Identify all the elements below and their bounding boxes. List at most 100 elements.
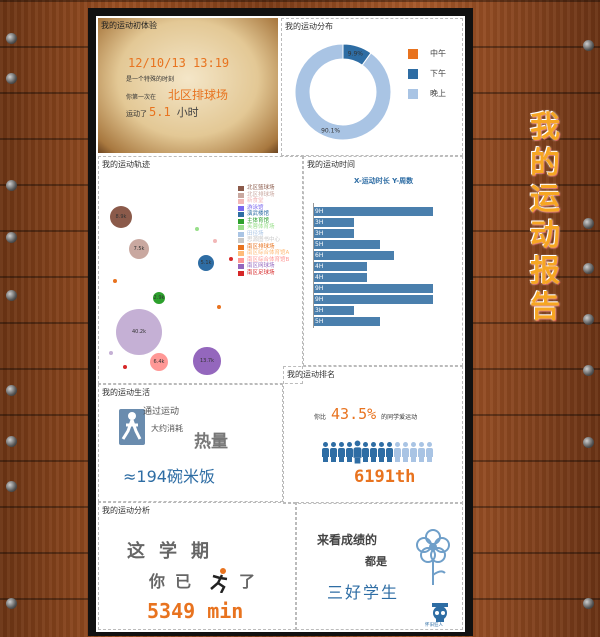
student-line1: 来看成绩的	[317, 533, 378, 547]
bar-label: 6H	[315, 252, 324, 259]
legend-swatch	[408, 88, 418, 99]
panel-title: 我的运动分布	[285, 22, 333, 31]
track-bubble: 6.4k	[149, 352, 169, 372]
bar-label: 4H	[315, 263, 324, 270]
analysis-line2-end: 了	[239, 572, 256, 591]
legend-swatch	[238, 264, 244, 269]
distribution-panel: 我的运动分布 9.9% 90.1%	[281, 18, 463, 156]
badge-label: 怀旧狂人	[425, 623, 443, 628]
nail	[6, 180, 17, 191]
bar-label: 5H	[315, 241, 324, 248]
life-equivalent: ≈194碗米饭	[123, 467, 215, 486]
legend-label: 南区排球场	[247, 243, 275, 250]
legend-swatch	[238, 192, 244, 198]
track-legend-item: 演武楼馆	[238, 211, 269, 218]
track-legend-item: 新食堂	[238, 198, 264, 205]
legend-swatch	[238, 238, 244, 243]
time-bar	[314, 284, 434, 293]
time-bar	[314, 240, 381, 249]
person-icon	[402, 442, 409, 462]
person-icon	[362, 442, 369, 462]
track-bubble: 7.5k	[128, 238, 150, 260]
track-legend-item: 游泳馆	[238, 205, 264, 212]
track-bubble: 40.2k	[115, 308, 163, 356]
legend-swatch	[238, 231, 244, 237]
first-hours-unit: 小时	[176, 106, 199, 119]
nail	[6, 481, 17, 492]
panel-title: 我的运动生活	[102, 388, 150, 397]
bar-label: 3H	[315, 219, 324, 226]
time-bar	[314, 251, 394, 260]
legend-item: 中午	[408, 48, 446, 59]
panel-title: 我的运动分析	[102, 506, 150, 515]
legend-swatch	[238, 218, 244, 224]
track-bubble	[112, 278, 118, 284]
legend-label: 南区网球场	[247, 263, 275, 269]
report-title-char: 报	[530, 254, 560, 289]
person-icon	[346, 442, 353, 462]
legend-label: 田径场	[247, 230, 264, 237]
track-bubble	[122, 364, 128, 370]
running-man-icon	[210, 568, 228, 593]
legend-label: 南区综合体育馆B	[247, 256, 290, 263]
legend-swatch	[238, 199, 244, 204]
time-bar	[314, 306, 354, 315]
track-bubble	[108, 350, 114, 356]
poster-sheet: 我的运动初体验 12/10/13 13:19 是一个特殊的时刻 你第一次在 北区…	[96, 16, 465, 632]
bar-label: 4H	[315, 274, 324, 281]
panel-title: 我的运动排名	[287, 370, 335, 379]
student-line2: 都是	[365, 555, 387, 568]
legend-swatch	[238, 186, 244, 191]
track-bubble	[216, 304, 222, 310]
nail	[6, 436, 17, 447]
report-title-char: 我	[530, 110, 560, 145]
track-legend-item: 北区篮球场	[238, 185, 275, 192]
track-panel: 我的运动轨迹 北区篮球场 北区排球场 新食堂 游泳馆 演武楼馆 主体育馆 芙蓉体育场 田径场思…	[98, 156, 303, 384]
good-student-panel: 来看成绩的 都是 三好学生 怀旧狂人	[296, 502, 463, 630]
legend-swatch	[238, 205, 244, 211]
legend-swatch	[238, 225, 244, 230]
track-legend-item: 主体育馆	[238, 218, 269, 225]
runner-figure-icon	[119, 409, 145, 445]
legend-swatch	[238, 244, 244, 250]
track-bubble	[194, 226, 200, 232]
legend-label: 南区足球场	[247, 269, 275, 276]
legend-label: 主体育馆	[247, 217, 270, 224]
old-paper-texture	[98, 18, 278, 153]
flower-icon	[416, 529, 450, 585]
legend-label: 南区综合体育馆A	[247, 250, 290, 256]
rank-panel: 我的运动排名 你比 43.5% 的同学爱运动 6191th	[283, 366, 463, 504]
legend-item: 下午	[408, 68, 446, 79]
student-line3: 三好学生	[327, 583, 400, 602]
y-axis	[313, 203, 314, 328]
report-title: 我 的 运 动 报 告	[525, 110, 565, 326]
time-axis-caption: X-运动时长 Y-周数	[354, 177, 414, 185]
report-title-char: 的	[530, 146, 560, 181]
bar-label: 3H	[315, 307, 324, 314]
bar-label: 3H	[315, 230, 324, 237]
first-place: 北区排球场	[168, 88, 229, 102]
legend-swatch	[408, 48, 418, 59]
nail	[583, 314, 594, 325]
bar-label: 9H	[315, 285, 324, 292]
person-icon	[370, 442, 377, 462]
person-icon	[378, 442, 385, 462]
report-title-char: 告	[530, 290, 560, 325]
legend-label: 晚上	[430, 89, 446, 98]
legend-label: 下午	[430, 69, 446, 78]
nail	[6, 290, 17, 301]
skull-badge-icon	[432, 603, 448, 622]
legend-item: 晚上	[408, 88, 446, 99]
time-bar	[314, 295, 434, 304]
donut-slice	[294, 43, 392, 141]
slice-label: 90.1%	[321, 128, 340, 135]
track-legend-item: 南区综合体育馆B	[238, 257, 289, 264]
legend-swatch	[238, 212, 244, 217]
rank-prefix: 你比	[314, 414, 327, 421]
slice-label: 9.9%	[348, 50, 364, 57]
legend-label: 演武楼馆	[247, 211, 270, 217]
time-bar	[314, 317, 381, 326]
panel-title: 我的运动初体验	[101, 21, 157, 30]
legend-label: 思源图书中心	[247, 237, 281, 243]
track-legend-item: 田径场	[238, 231, 264, 238]
